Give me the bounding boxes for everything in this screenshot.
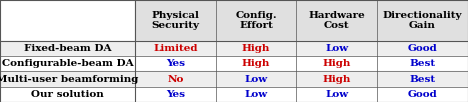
Text: Limited: Limited [153,44,198,53]
Text: Good: Good [408,90,438,99]
Text: Low: Low [245,75,268,84]
Text: Good: Good [408,44,438,53]
Bar [0,41,468,56]
Bar [0,87,468,102]
Text: High: High [322,59,351,68]
Text: Best: Best [410,75,436,84]
Text: Best: Best [410,59,436,68]
Bar [0,56,468,71]
Text: High: High [242,59,271,68]
Text: Low: Low [325,44,348,53]
Text: Low: Low [325,90,348,99]
Text: High: High [322,75,351,84]
Text: High: High [242,44,271,53]
Text: Hardware
Cost: Hardware Cost [308,11,365,30]
Bar [0,71,468,87]
Text: Configurable-beam DA: Configurable-beam DA [2,59,133,68]
Bar [135,0,468,41]
Text: Config.
Effort: Config. Effort [235,11,277,30]
Text: Fixed-beam DA: Fixed-beam DA [24,44,111,53]
Text: Physical
Security: Physical Security [152,11,199,30]
Text: Our solution: Our solution [31,90,104,99]
Text: Low: Low [245,90,268,99]
Text: No: No [168,75,183,84]
Text: Yes: Yes [166,90,185,99]
Text: Directionality
Gain: Directionality Gain [383,11,462,30]
Text: Yes: Yes [166,59,185,68]
Text: Multi-user beamforming: Multi-user beamforming [0,75,139,84]
